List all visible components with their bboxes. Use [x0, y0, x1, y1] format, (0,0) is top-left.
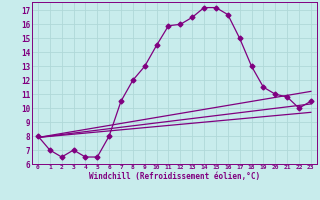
X-axis label: Windchill (Refroidissement éolien,°C): Windchill (Refroidissement éolien,°C): [89, 172, 260, 181]
